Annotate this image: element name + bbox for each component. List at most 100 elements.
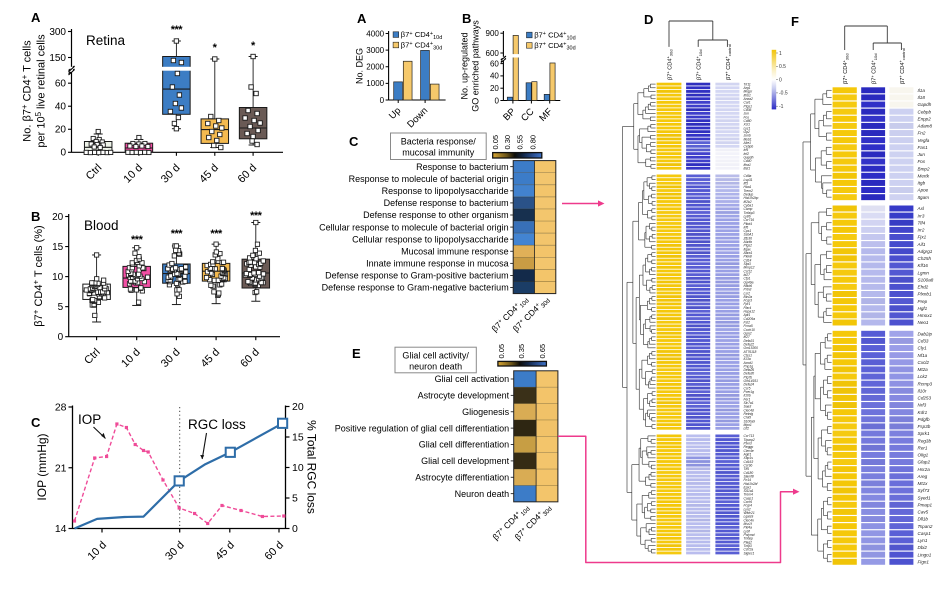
- svg-text:Slc7a1: Slc7a1: [744, 401, 754, 405]
- svg-text:Tlr11: Tlr11: [744, 82, 751, 86]
- svg-text:Saa3: Saa3: [744, 405, 752, 409]
- svg-text:Cps1: Cps1: [744, 229, 752, 233]
- svg-text:Cxcr6: Cxcr6: [744, 500, 753, 504]
- svg-text:Car1: Car1: [744, 101, 751, 105]
- svg-text:Dll1b: Dll1b: [918, 517, 929, 522]
- svg-text:Reggp: Reggp: [744, 445, 754, 449]
- svg-text:Irr2: Irr2: [918, 228, 925, 233]
- svg-text:per 105 live retinal cells: per 105 live retinal cells: [34, 34, 48, 148]
- svg-text:C: C: [31, 415, 41, 430]
- svg-text:Il10b: Il10b: [744, 394, 751, 398]
- svg-text:Fos: Fos: [744, 115, 750, 119]
- svg-text:Lyn1: Lyn1: [918, 538, 928, 543]
- svg-text:Syed1: Syed1: [918, 495, 931, 500]
- svg-text:Mt1x: Mt1x: [918, 481, 929, 486]
- svg-text:Fcgr4: Fcgr4: [744, 504, 753, 508]
- svg-text:Positive regulation of glial c: Positive regulation of glial cell differ…: [335, 423, 509, 433]
- svg-text:Prep: Prep: [918, 299, 928, 304]
- svg-text:SsbA1: SsbA1: [744, 233, 754, 237]
- svg-text:Plxn3: Plxn3: [744, 442, 752, 446]
- svg-text:A: A: [31, 10, 41, 25]
- svg-text:Lsr2: Lsr2: [744, 291, 751, 295]
- svg-text:Il13a: Il13a: [744, 357, 751, 361]
- svg-text:Ptgs2: Ptgs2: [744, 244, 753, 248]
- svg-text:Cd33: Cd33: [918, 339, 929, 344]
- svg-text:Abra1: Abra1: [743, 251, 753, 255]
- svg-text:Ltf2: Ltf2: [744, 427, 750, 431]
- svg-text:Gapdh: Gapdh: [744, 156, 754, 160]
- svg-text:Fos: Fos: [918, 159, 926, 164]
- svg-text:Sfpi1: Sfpi1: [744, 262, 752, 266]
- svg-text:Ccr9b: Ccr9b: [744, 464, 753, 468]
- svg-text:600: 600: [486, 49, 500, 58]
- svg-text:Tnfaip: Tnfaip: [744, 537, 753, 541]
- svg-text:S100a9: S100a9: [744, 419, 756, 423]
- svg-text:Jun: Jun: [743, 112, 749, 116]
- svg-text:Cxcl2: Cxcl2: [918, 360, 930, 365]
- svg-text:Fjx1: Fjx1: [918, 235, 927, 240]
- svg-text:***: ***: [171, 24, 184, 36]
- svg-text:Fsp3b: Fsp3b: [918, 424, 931, 429]
- svg-text:0.55: 0.55: [516, 135, 525, 150]
- svg-text:Hgf1: Hgf1: [918, 306, 928, 311]
- svg-text:Clec4n: Clec4n: [744, 518, 754, 522]
- svg-text:Fer1: Fer1: [744, 397, 751, 401]
- svg-text:Il1a: Il1a: [918, 88, 926, 93]
- svg-text:Axe1: Axe1: [743, 141, 752, 145]
- svg-text:Cebpb: Cebpb: [744, 145, 754, 149]
- svg-text:Pcer1g: Pcer1g: [744, 390, 755, 394]
- svg-text:20: 20: [490, 84, 499, 93]
- svg-text:0.65: 0.65: [538, 344, 547, 359]
- svg-text:Blood: Blood: [84, 218, 119, 233]
- svg-text:Neuron death: Neuron death: [455, 489, 510, 499]
- svg-text:Coch10: Coch10: [744, 328, 756, 332]
- svg-text:% Total RGC loss: % Total RGC loss: [305, 420, 319, 514]
- svg-text:0.05: 0.05: [491, 135, 500, 150]
- svg-text:Tiparp2: Tiparp2: [744, 438, 755, 442]
- svg-text:Ifi27: Ifi27: [744, 335, 750, 339]
- svg-text:Enpp2: Enpp2: [918, 117, 932, 122]
- svg-text:Ctss1: Ctss1: [744, 353, 753, 357]
- svg-text:Defa24: Defa24: [744, 383, 755, 387]
- svg-text:RGC loss: RGC loss: [188, 417, 246, 432]
- svg-text:Casp1: Casp1: [744, 496, 754, 500]
- svg-text:0.30: 0.30: [503, 135, 512, 150]
- svg-text:Clec4d: Clec4d: [744, 408, 754, 412]
- svg-text:Mt2a: Mt2a: [918, 367, 929, 372]
- svg-text:Arg1: Arg1: [743, 86, 751, 90]
- svg-text:β7+ CD4+30d: β7+ CD4+30d: [841, 53, 849, 84]
- svg-text:Cly1: Cly1: [918, 346, 928, 351]
- svg-text:Lgals9: Lgals9: [744, 515, 754, 519]
- svg-text:0.5: 0.5: [779, 64, 786, 70]
- svg-text:Epx1: Epx1: [744, 485, 752, 489]
- svg-text:Polymd: Polymd: [744, 533, 755, 537]
- svg-text:Il10r: Il10r: [918, 389, 927, 394]
- svg-text:Neo1: Neo1: [918, 320, 929, 325]
- svg-text:40: 40: [55, 102, 67, 113]
- svg-text:S100a8: S100a8: [918, 277, 934, 282]
- svg-text:10: 10: [52, 272, 64, 283]
- svg-text:21: 21: [55, 462, 67, 474]
- svg-text:Rcmp3: Rcmp3: [918, 381, 933, 386]
- svg-text:AT76118: AT76118: [743, 350, 757, 354]
- svg-text:Response to lipopolysaccharide: Response to lipopolysaccharide: [382, 186, 509, 196]
- svg-text:Gm14931: Gm14931: [744, 379, 759, 383]
- svg-text:Reg3b: Reg3b: [918, 438, 932, 443]
- svg-text:Clec4e: Clec4e: [744, 449, 754, 453]
- svg-text:Ly86: Ly86: [744, 214, 751, 218]
- svg-text:Bst1: Bst1: [744, 167, 751, 171]
- svg-text:Dedup: Dedup: [744, 193, 754, 197]
- svg-text:Lyn2: Lyn2: [744, 507, 751, 511]
- svg-text:Nrf3: Nrf3: [918, 403, 927, 408]
- svg-text:60: 60: [55, 79, 67, 90]
- svg-text:0: 0: [60, 148, 66, 159]
- svg-text:Cd180: Cd180: [744, 471, 754, 475]
- svg-text:Camp: Camp: [744, 207, 753, 211]
- svg-text:Trem2: Trem2: [744, 189, 753, 193]
- svg-text:20: 20: [52, 212, 64, 223]
- svg-text:No. DEG: No. DEG: [355, 48, 365, 84]
- svg-text:Retnlg: Retnlg: [744, 412, 754, 416]
- svg-text:Cd14: Cd14: [744, 258, 752, 262]
- svg-text:Apoe: Apoe: [917, 188, 929, 193]
- svg-text:Il18: Il18: [918, 95, 926, 100]
